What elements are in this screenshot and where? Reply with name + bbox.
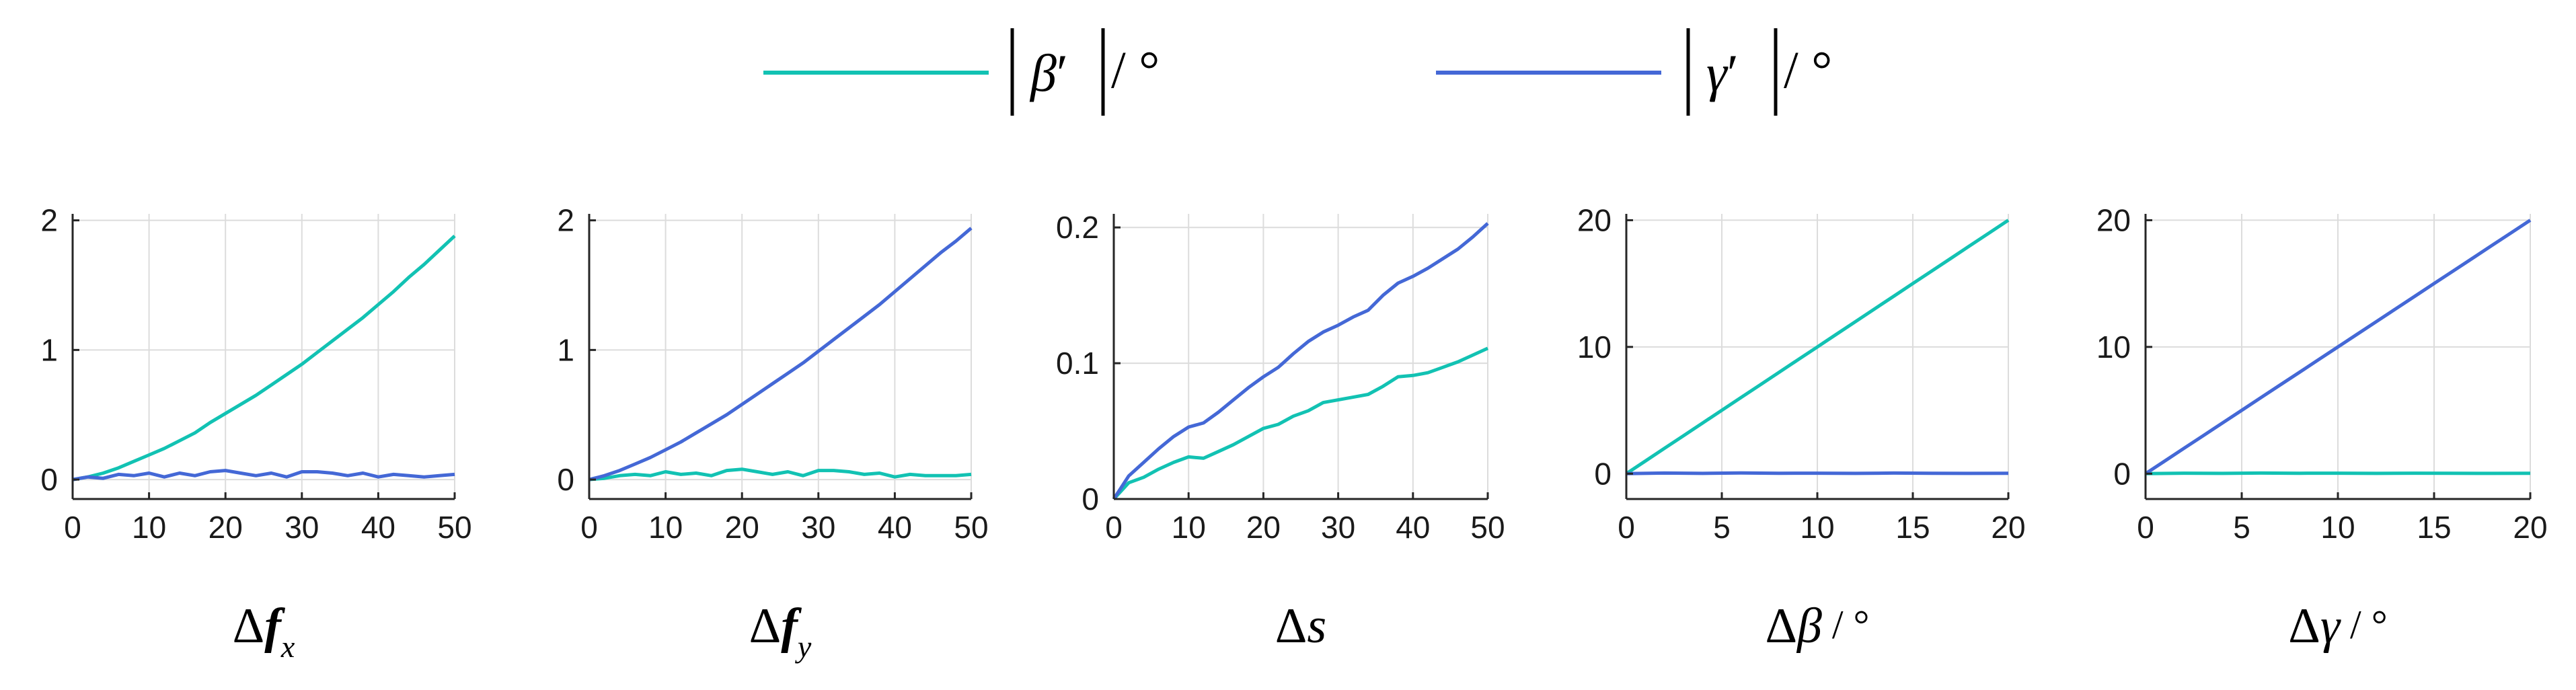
y-tick-label: 2: [40, 203, 58, 238]
legend-symbol: β: [1029, 44, 1057, 102]
x-label-var: s: [1307, 599, 1326, 654]
x-tick-label: 0: [580, 510, 598, 545]
x-tick-label: 50: [954, 510, 988, 545]
x-axis-label: Δβ / °: [1765, 599, 1869, 654]
x-tick-label: 20: [2513, 510, 2547, 545]
series-line-gamma: [72, 469, 455, 482]
legend-prime: ′: [1727, 44, 1739, 102]
series-line-beta: [1112, 346, 1489, 500]
x-tick-label: 10: [1800, 510, 1834, 545]
subplot-5: 0 5 10 15 20 0 10 20 Δγ / °: [2096, 202, 2548, 654]
y-tick-label: 0: [1594, 456, 1612, 491]
legend-label-beta: β′: [1029, 44, 1068, 102]
x-label-delta: Δ: [2288, 599, 2320, 654]
y-tick-label: 0: [557, 462, 574, 497]
y-tick-label: 20: [1577, 202, 1612, 237]
x-tick-label: 10: [648, 510, 683, 545]
series-line-gamma: [2144, 219, 2532, 475]
x-label-unit: / °: [2340, 603, 2388, 647]
subplot-4: 0 5 10 15 20 0 10 20 Δβ / °: [1577, 202, 2026, 654]
y-tick-label: 1: [557, 332, 574, 367]
x-tick-label: 0: [1618, 510, 1635, 545]
legend-item-gamma: γ′ / °: [1436, 28, 1832, 116]
legend: β′ / ° γ′ / °: [763, 28, 1832, 116]
x-tick-label: 0: [64, 510, 81, 545]
x-tick-label: 30: [801, 510, 835, 545]
y-tick-label: 0.2: [1056, 210, 1099, 245]
y-tick-label: 10: [2096, 330, 2131, 365]
x-axis-label: Δfx: [233, 599, 295, 664]
x-tick-label: 15: [2417, 510, 2451, 545]
x-tick-label: 40: [878, 510, 912, 545]
series-line-beta: [1625, 219, 2010, 475]
subplot-3: 0 10 20 30 40 50 0 0.1 0.2 Δs: [1056, 210, 1505, 654]
x-tick-label: 10: [1172, 510, 1206, 545]
x-tick-label: 40: [1396, 510, 1430, 545]
y-tick-label: 0: [2113, 456, 2131, 491]
x-tick-label: 20: [725, 510, 759, 545]
x-label-delta: Δ: [1765, 599, 1797, 654]
x-label-unit: / °: [1822, 603, 1870, 647]
x-tick-label: 50: [1470, 510, 1505, 545]
x-tick-label: 20: [1246, 510, 1281, 545]
subplot-2: 0 10 20 30 40 50 0 1 2 Δfy: [557, 203, 988, 664]
series-line-gamma: [589, 227, 973, 482]
legend-label-gamma: γ′: [1706, 44, 1739, 102]
x-tick-label: 30: [1321, 510, 1355, 545]
y-tick-label: 0: [1082, 482, 1099, 516]
x-label-var: β: [1796, 599, 1822, 654]
legend-prime: ′: [1057, 44, 1068, 102]
series-line-beta: [589, 467, 972, 482]
x-tick-label: 0: [1105, 510, 1123, 545]
x-tick-label: 30: [285, 510, 319, 545]
x-label-sub: y: [795, 629, 812, 664]
y-tick-label: 2: [557, 203, 574, 238]
y-tick-label: 0: [40, 462, 58, 497]
x-tick-label: 20: [209, 510, 243, 545]
x-tick-label: 0: [2137, 510, 2154, 545]
x-label-delta: Δ: [749, 599, 782, 654]
x-tick-label: 50: [437, 510, 471, 545]
legend-unit: / °: [1111, 40, 1160, 99]
x-tick-label: 10: [132, 510, 166, 545]
x-tick-label: 40: [361, 510, 395, 545]
y-tick-label: 1: [40, 332, 58, 367]
x-axis-label: Δs: [1275, 599, 1326, 654]
x-tick-label: 20: [1991, 510, 2025, 545]
legend-unit-beta: / °: [1111, 40, 1160, 99]
x-label-sub: x: [280, 629, 295, 664]
x-label-delta: Δ: [1275, 599, 1308, 654]
x-axis-label: Δγ / °: [2288, 599, 2387, 654]
subplot-1: 0 10 20 30 40 50 0 1 2 Δfx: [40, 203, 471, 664]
y-tick-label: 0.1: [1056, 346, 1099, 381]
x-label-delta: Δ: [233, 599, 265, 654]
y-tick-label: 10: [1577, 330, 1612, 365]
legend-unit-gamma: / °: [1784, 40, 1832, 99]
x-axis-label: Δfy: [749, 599, 812, 664]
series-line-beta: [72, 234, 456, 482]
legend-symbol: γ: [1706, 44, 1729, 102]
x-tick-label: 5: [1713, 510, 1731, 545]
x-label-var: γ: [2320, 599, 2341, 654]
x-tick-label: 5: [2233, 510, 2250, 545]
series-line-gamma: [1112, 222, 1489, 500]
legend-item-beta: β′ / °: [763, 28, 1160, 116]
y-tick-label: 20: [2096, 202, 2131, 237]
x-tick-label: 15: [1895, 510, 1930, 545]
x-tick-label: 10: [2320, 510, 2355, 545]
legend-unit: / °: [1784, 40, 1832, 99]
